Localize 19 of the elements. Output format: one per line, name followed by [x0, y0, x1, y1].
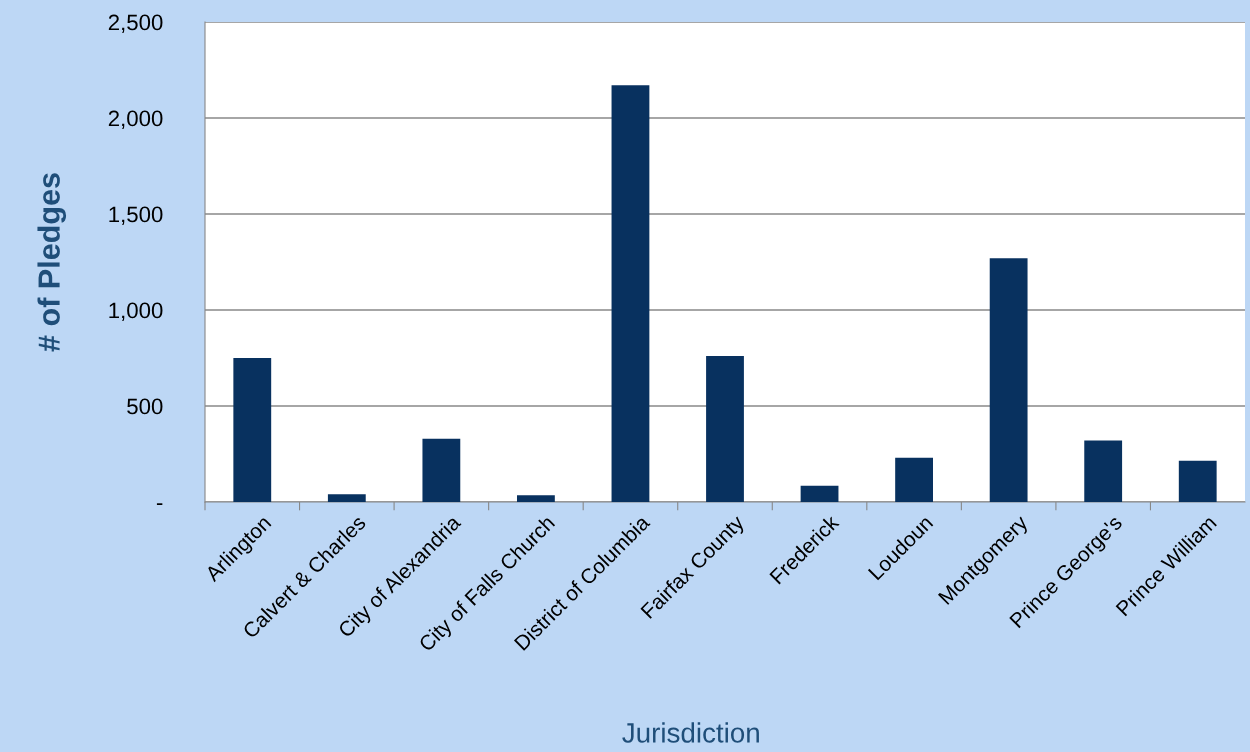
- y-tick-label: 2,500: [108, 14, 163, 33]
- bar: [422, 438, 461, 502]
- bar: [706, 356, 744, 502]
- y-tick-label: 1,000: [109, 302, 163, 321]
- bar: [327, 494, 366, 502]
- y-tick-label: 500: [127, 398, 163, 415]
- bar: [800, 485, 839, 502]
- bar: [1084, 440, 1123, 502]
- y-tick-label: -: [156, 503, 163, 506]
- bar: [233, 358, 272, 502]
- bar: [895, 457, 933, 502]
- y-axis-title: # of Pledges: [37, 173, 67, 352]
- bar: [517, 495, 555, 502]
- bar: [611, 85, 650, 502]
- y-tick-label: 1,500: [109, 206, 163, 225]
- x-axis-title: Jurisdiction: [622, 722, 759, 743]
- y-tick-label: 2,000: [108, 110, 163, 129]
- bar: [989, 258, 1028, 502]
- bar: [1178, 460, 1217, 502]
